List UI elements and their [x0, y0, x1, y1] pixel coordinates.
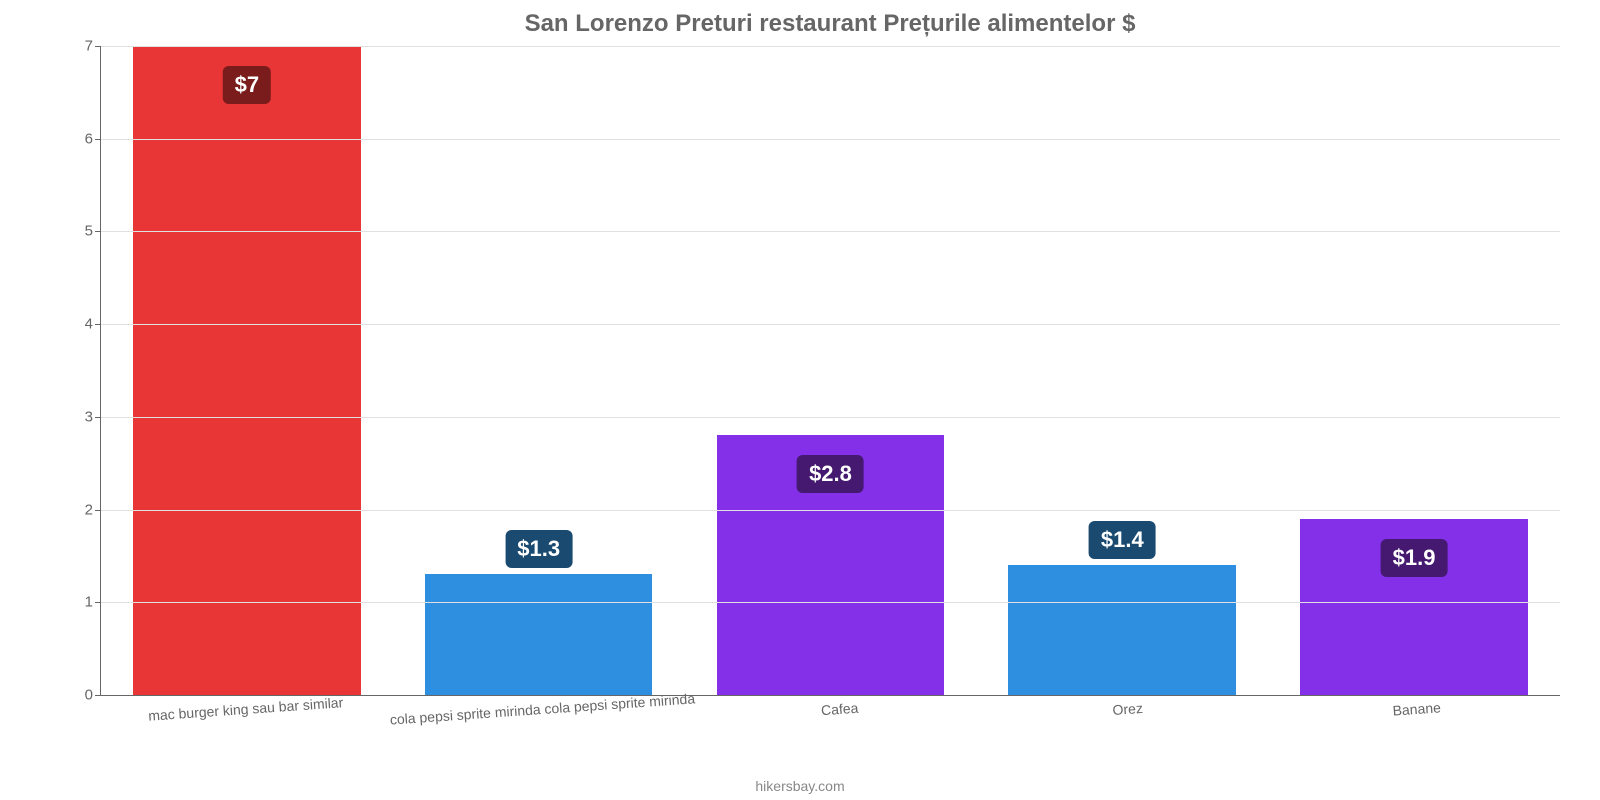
x-axis-label: Banane [1272, 691, 1561, 727]
gridline [101, 324, 1560, 325]
y-tick-label: 0 [63, 687, 93, 704]
y-tick-mark [95, 695, 101, 696]
bar-slot: $2.8 [685, 46, 977, 695]
bars-group: $7 $1.3 $2.8 $1.4 $1.9 [101, 46, 1560, 695]
gridline [101, 510, 1560, 511]
y-tick-mark [95, 602, 101, 603]
gridline [101, 602, 1560, 603]
y-tick-mark [95, 324, 101, 325]
bar: $1.3 [425, 574, 653, 695]
y-tick-mark [95, 231, 101, 232]
bar: $1.9 [1300, 519, 1528, 695]
y-tick-label: 6 [63, 130, 93, 147]
y-tick-label: 2 [63, 501, 93, 518]
bar-value-label: $2.8 [797, 455, 864, 493]
bar: $7 [133, 46, 361, 695]
x-axis-label: cola pepsi sprite mirinda cola pepsi spr… [390, 690, 696, 727]
bar-slot: $1.3 [393, 46, 685, 695]
bar-slot: $1.4 [976, 46, 1268, 695]
bar: $1.4 [1008, 565, 1236, 695]
gridline [101, 139, 1560, 140]
x-axis-label: mac burger king sau bar similar [101, 691, 390, 727]
y-tick-mark [95, 139, 101, 140]
bar-value-label: $7 [223, 66, 271, 104]
plot-area: $7$1.3$2.8$1.4$1.9 mac burger king sau b… [100, 46, 1560, 696]
x-axis-label: Cafea [695, 691, 984, 727]
gridline [101, 231, 1560, 232]
bar: $2.8 [717, 435, 945, 695]
bar-slot: $7 [101, 46, 393, 695]
y-tick-label: 1 [63, 594, 93, 611]
y-tick-mark [95, 510, 101, 511]
bar-value-label: $1.4 [1089, 521, 1156, 559]
y-tick-mark [95, 417, 101, 418]
y-tick-label: 5 [63, 223, 93, 240]
bar-value-label: $1.9 [1381, 539, 1448, 577]
bar-value-label: $1.3 [505, 530, 572, 568]
source-attribution: hikersbay.com [755, 778, 844, 794]
gridline [101, 417, 1560, 418]
y-tick-mark [95, 46, 101, 47]
y-tick-label: 4 [63, 316, 93, 333]
x-axis-label: Orez [984, 691, 1273, 727]
bar-slot: $1.9 [1268, 46, 1560, 695]
chart-container: San Lorenzo Preturi restaurant Prețurile… [0, 0, 1600, 800]
y-tick-label: 3 [63, 408, 93, 425]
gridline [101, 46, 1560, 47]
y-tick-label: 7 [63, 38, 93, 55]
chart-title: San Lorenzo Preturi restaurant Prețurile… [100, 10, 1560, 38]
x-axis-labels: mac burger king sau bar similarcola peps… [101, 701, 1560, 717]
